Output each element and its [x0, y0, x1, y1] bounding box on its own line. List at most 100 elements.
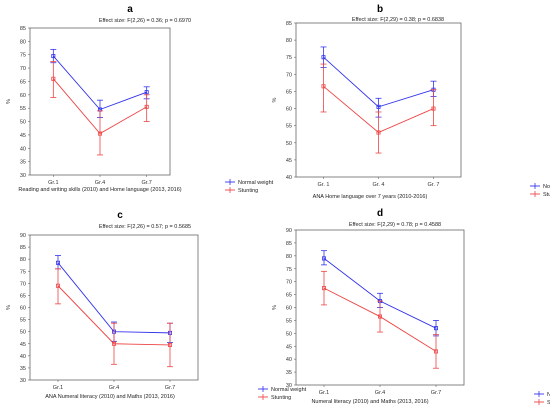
y-tick-label: 70	[20, 66, 26, 72]
panel-d: d Effect size: F(2,29) = 0.78; p = 0.4588…	[272, 208, 550, 406]
y-tick-label: 40	[286, 357, 292, 363]
y-tick-label: 50	[20, 330, 26, 336]
legend: Normal weight Stunting	[530, 183, 550, 198]
y-tick-label: 80	[286, 254, 292, 260]
legend-label: Normal weight	[238, 180, 274, 186]
y-tick-label: 60	[286, 107, 292, 113]
legend: Normal weight Stunting	[225, 179, 274, 194]
y-tick-label: 85	[286, 21, 292, 27]
panel-a: a Effect size: F(2,26) = 0.36; p = 0.6970…	[6, 4, 274, 194]
x-tick-label: Gr.1	[48, 180, 58, 186]
y-tick-label: 85	[286, 241, 292, 247]
y-axis-label: %	[272, 305, 278, 310]
y-tick-label: 80	[20, 39, 26, 45]
y-tick-label: 30	[20, 173, 26, 179]
effect-size-label: Effect size: F(2,26) = 0.57; p = 0.5685	[99, 224, 191, 230]
y-axis-label: %	[272, 97, 278, 102]
series-normal-weight	[50, 48, 150, 118]
y-tick-label: 55	[286, 124, 292, 130]
y-tick-label: 75	[286, 267, 292, 273]
x-tick-label: Gr.4	[375, 390, 385, 396]
y-tick-label: 45	[20, 342, 26, 348]
data-point	[56, 283, 61, 288]
y-tick-label: 45	[286, 158, 292, 164]
data-point	[51, 54, 56, 59]
y-tick-label: 40	[20, 354, 26, 360]
y-tick-label: 65	[286, 293, 292, 299]
legend-label: Stunting	[238, 188, 258, 194]
panel-c: c Effect size: F(2,26) = 0.57; p = 0.5685…	[6, 210, 307, 401]
data-point	[144, 90, 149, 95]
y-tick-label: 65	[286, 89, 292, 95]
legend: Normal weight Stunting	[258, 386, 307, 401]
x-tick-label: Gr.7	[165, 385, 175, 391]
y-tick-label: 85	[20, 26, 26, 32]
data-point	[112, 341, 117, 346]
y-axis-label: %	[6, 99, 12, 104]
series-stunting	[55, 268, 173, 368]
y-tick-label: 55	[20, 318, 26, 324]
data-point	[376, 104, 381, 109]
y-tick-label: 45	[20, 133, 26, 139]
y-tick-label: 85	[20, 245, 26, 251]
x-tick-label: Gr.1	[319, 390, 329, 396]
y-tick-label: 40	[20, 146, 26, 152]
panel-letter: a	[127, 4, 133, 15]
effect-size-label: Effect size: F(2,29) = 0.38; p = 0.6838	[352, 17, 444, 23]
x-tick-label: Gr.1	[53, 385, 63, 391]
x-axis-label: Reading and writing skills (2010) and Ho…	[18, 187, 181, 193]
data-point	[144, 104, 149, 109]
series-stunting	[321, 270, 439, 369]
data-point	[321, 84, 326, 89]
data-point	[433, 326, 438, 331]
y-tick-label: 65	[20, 79, 26, 85]
x-tick-label: Gr.4	[95, 180, 105, 186]
legend-label: Stunting	[547, 400, 550, 406]
y-tick-label: 50	[286, 141, 292, 147]
y-tick-label: 35	[20, 366, 26, 372]
y-tick-label: 65	[20, 293, 26, 299]
y-tick-label: 80	[20, 257, 26, 263]
x-axis-label: ANA Home language over 7 years (2010-201…	[313, 194, 428, 200]
x-axis-label: ANA Numeral literacy (2010) and Maths (2…	[45, 394, 175, 400]
y-tick-label: 35	[286, 370, 292, 376]
data-point	[321, 286, 326, 291]
x-tick-label: Gr.7	[431, 390, 441, 396]
x-tick-label: Gr. 4	[373, 182, 385, 188]
legend-label: Normal weight	[547, 392, 550, 398]
y-axis-label: %	[6, 305, 12, 310]
y-tick-label: 60	[286, 306, 292, 312]
y-tick-label: 75	[20, 269, 26, 275]
series-normal-weight	[320, 46, 437, 118]
y-tick-label: 80	[286, 38, 292, 44]
data-point	[377, 314, 382, 319]
legend-label: Stunting	[543, 192, 550, 198]
y-tick-label: 90	[20, 233, 26, 239]
data-point	[167, 342, 172, 347]
effect-size-label: Effect size: F(2,26) = 0.36; p = 0.6970	[99, 18, 191, 24]
x-axis-label: Numeral literacy (2010) and Maths (2013,…	[311, 399, 428, 405]
legend-label: Stunting	[271, 395, 291, 401]
y-tick-label: 55	[20, 106, 26, 112]
panel-b: b Effect size: F(2,29) = 0.38; p = 0.6838…	[272, 4, 550, 200]
series-stunting	[50, 61, 150, 156]
panel-letter: b	[377, 4, 383, 15]
y-tick-label: 50	[286, 331, 292, 337]
y-tick-label: 55	[286, 318, 292, 324]
legend: Normal weight Stunting	[534, 391, 550, 406]
y-tick-label: 90	[286, 228, 292, 234]
legend-label: Normal weight	[543, 184, 550, 190]
data-point	[376, 130, 381, 135]
series-stunting	[320, 63, 437, 154]
y-tick-label: 30	[20, 378, 26, 384]
y-tick-label: 75	[286, 55, 292, 61]
data-point	[433, 349, 438, 354]
data-point	[321, 55, 326, 60]
data-point	[98, 131, 103, 136]
y-tick-label: 35	[20, 160, 26, 166]
y-tick-label: 60	[20, 93, 26, 99]
panel-letter: d	[377, 208, 383, 219]
x-tick-label: Gr.4	[109, 385, 119, 391]
y-tick-label: 45	[286, 344, 292, 350]
